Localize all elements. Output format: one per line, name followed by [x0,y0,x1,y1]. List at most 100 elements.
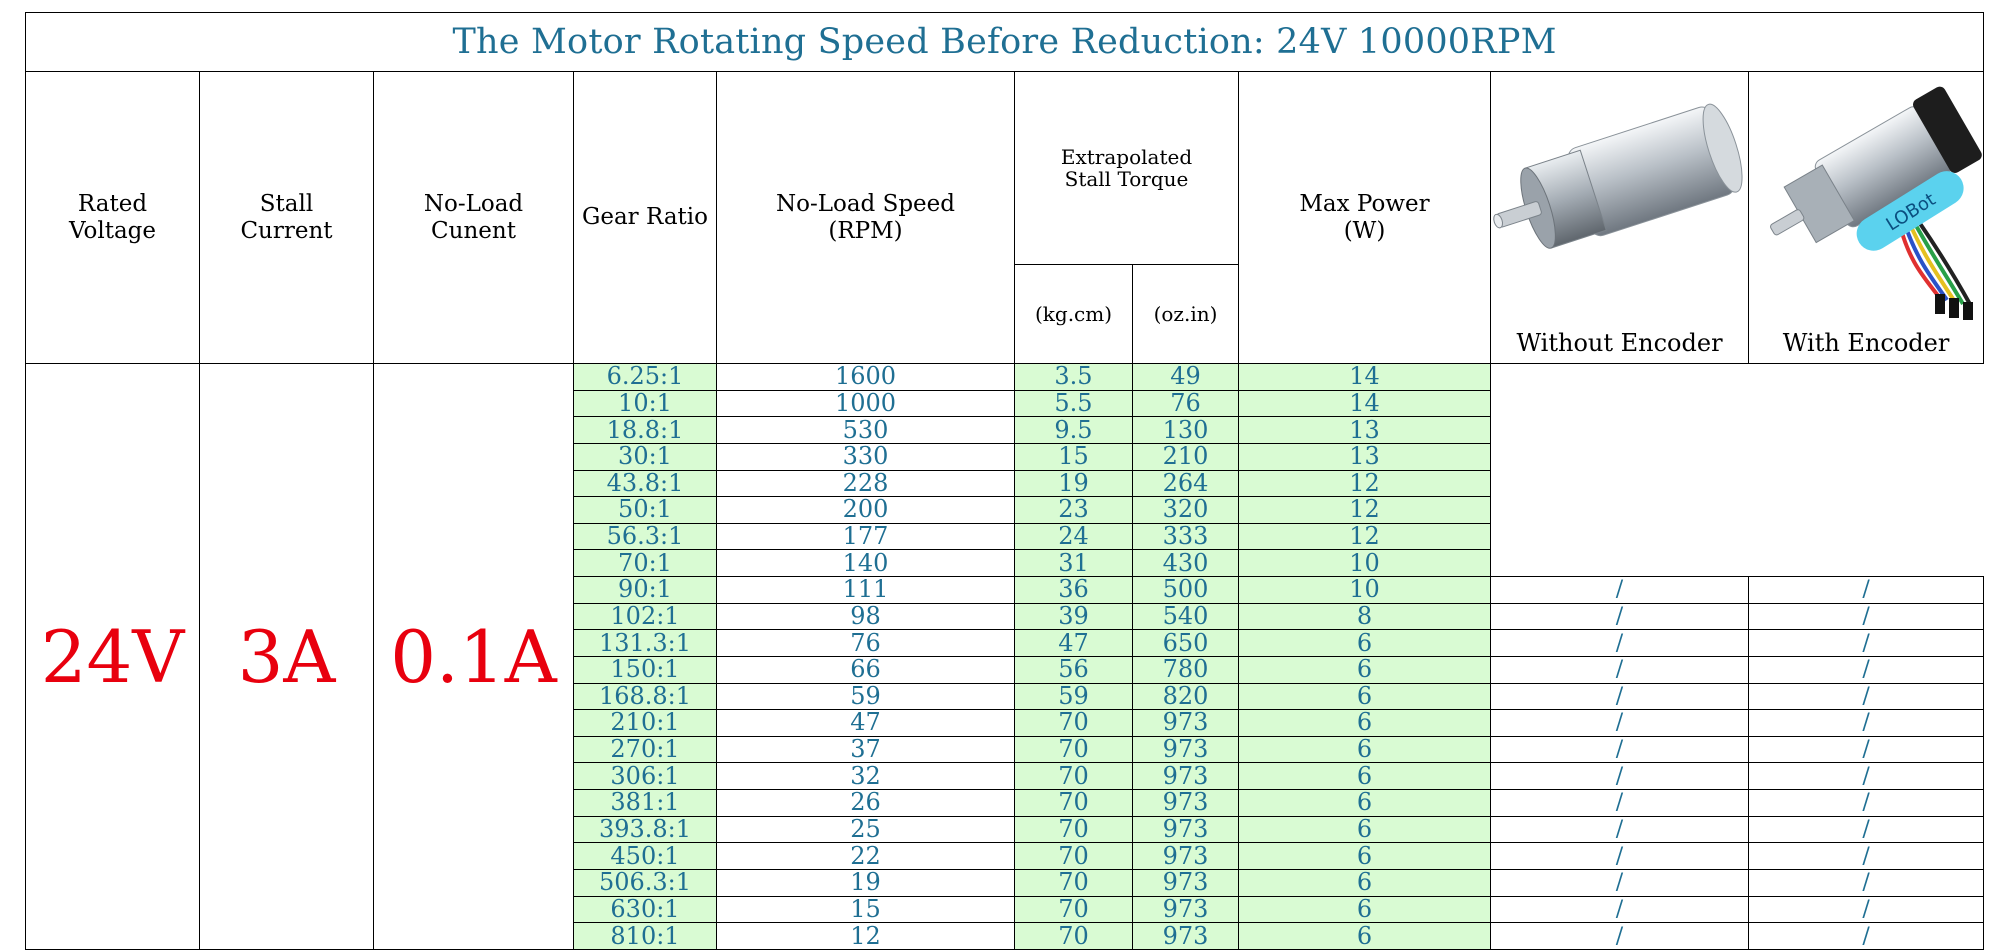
header-torque-ozin: (oz.in) [1132,264,1239,364]
torque-kgcm-cell: 15 [1014,442,1133,471]
no-load-speed-cell: 140 [716,549,1015,577]
torque-kgcm-cell: 9.5 [1014,416,1133,444]
max-power-cell: 6 [1238,762,1491,790]
max-power-cell: 10 [1238,576,1491,604]
without-encoder-cell: / [1490,762,1749,790]
torque-kgcm-cell: 70 [1014,709,1133,737]
torque-ozin-cell: 973 [1132,842,1239,870]
torque-kgcm-cell: 70 [1014,842,1133,870]
torque-kgcm-cell: 70 [1014,815,1133,844]
torque-kgcm-cell: 3.5 [1014,363,1133,391]
torque-ozin-cell: 320 [1132,496,1239,524]
without-encoder-cell: / [1490,576,1749,604]
torque-ozin-cell: 333 [1132,522,1239,551]
torque-kgcm-cell: 70 [1014,762,1133,790]
max-power-cell: 6 [1238,709,1491,737]
without-encoder-cell: / [1490,789,1749,817]
with-encoder-cell: / [1747,709,1985,737]
torque-ozin-cell: 780 [1132,655,1239,684]
header-stall-torque: Extrapolated Stall Torque [1014,70,1239,266]
torque-ozin-cell: 973 [1132,868,1239,897]
torque-kgcm-cell: 31 [1014,549,1133,577]
gear-ratio-cell: 30:1 [573,442,717,471]
gear-ratio-cell: 102:1 [573,602,717,631]
table-row: 131.3:1 76 47 650 6// [26,629,1985,657]
torque-ozin-cell: 210 [1132,442,1239,471]
no-load-speed-cell: 19 [716,868,1015,897]
torque-kgcm-cell: 23 [1014,496,1133,524]
table-row: 102:1 98 39 540 8// [26,602,1985,631]
without-encoder-cell: / [1490,868,1749,897]
torque-kgcm-cell: 47 [1014,629,1133,657]
no-load-speed-cell: 330 [716,442,1015,471]
no-load-speed-cell: 25 [716,815,1015,844]
max-power-cell: 13 [1238,442,1491,471]
torque-kgcm-cell: 24 [1014,522,1133,551]
torque-kgcm-cell: 5.5 [1014,389,1133,418]
with-encoder-cell: / [1747,655,1985,684]
gear-ratio-cell: 450:1 [573,842,717,870]
torque-ozin-cell: 820 [1132,682,1239,711]
with-encoder-cell: / [1747,762,1985,790]
without-encoder-label: Without Encoder [1516,329,1723,357]
gear-ratio-cell: 18.8:1 [573,416,717,444]
gear-ratio-cell: 43.8:1 [573,469,717,498]
with-encoder-cell: / [1747,735,1985,764]
torque-ozin-cell: 130 [1132,416,1239,444]
torque-ozin-cell: 500 [1132,576,1239,604]
torque-kgcm-cell: 36 [1014,576,1133,604]
without-encoder-cell: / [1490,655,1749,684]
with-encoder-cell: / [1747,815,1985,844]
header-max-power: Max Power (W) [1238,71,1491,364]
with-encoder-cell: / [1747,602,1985,631]
header-torque-kgcm: (kg.cm) [1014,264,1133,364]
gear-ratio-cell: 270:1 [573,735,717,764]
no-load-current-value: 0.1A [373,363,574,950]
gear-ratio-cell: 56.3:1 [573,522,717,551]
no-load-speed-cell: 1000 [716,389,1015,418]
max-power-cell: 6 [1238,655,1491,684]
motor-with-encoder-icon: LOBot [1770,86,1982,320]
with-encoder-cell: / [1747,789,1985,817]
torque-kgcm-cell: 56 [1014,655,1133,684]
no-load-speed-cell: 1600 [716,363,1015,391]
without-encoder-cell: / [1490,682,1749,711]
gear-ratio-cell: 10:1 [573,389,717,418]
torque-ozin-cell: 264 [1132,469,1239,498]
no-load-speed-cell: 98 [716,602,1015,631]
table-row: 43.8:1 228 19 264 12 [26,469,1984,498]
torque-kgcm-cell: 70 [1014,789,1133,817]
no-load-speed-cell: 177 [716,522,1015,551]
gear-ratio-cell: 6.25:1 [573,363,717,391]
no-load-speed-cell: 111 [716,576,1015,604]
stall-current-value: 3A [199,363,374,950]
spec-table: The Motor Rotating Speed Before Reductio… [24,12,1985,950]
torque-ozin-cell: 973 [1132,895,1239,924]
no-load-speed-cell: 530 [716,416,1015,444]
with-encoder-cell: / [1747,922,1985,950]
without-encoder-cell: / [1490,922,1749,950]
max-power-cell: 6 [1238,895,1491,924]
with-encoder-cell: / [1747,682,1985,711]
torque-kgcm-cell: 59 [1014,682,1133,711]
gear-ratio-cell: 168.8:1 [573,682,717,711]
no-load-speed-cell: 32 [716,762,1015,790]
max-power-cell: 6 [1238,682,1491,711]
header-gear-ratio: Gear Ratio [573,71,717,364]
max-power-cell: 14 [1238,389,1491,418]
header-stall-current: Stall Current [199,71,374,364]
max-power-cell: 12 [1238,469,1491,498]
without-encoder-cell: / [1490,709,1749,737]
gear-ratio-cell: 506.3:1 [573,868,717,897]
torque-kgcm-cell: 70 [1014,922,1133,950]
table-row: 24V 3A 0.1A 6.25:1 1600 3.5 49 14 [25,363,1984,950]
max-power-cell: 14 [1238,363,1491,391]
torque-ozin-cell: 973 [1132,735,1239,764]
table-title: The Motor Rotating Speed Before Reductio… [24,12,1985,72]
no-load-speed-cell: 22 [716,842,1015,870]
table-row: 150:1 66 56 780 6// [26,655,1985,684]
torque-ozin-cell: 430 [1132,549,1239,577]
no-load-speed-cell: 66 [716,655,1015,684]
max-power-cell: 6 [1238,922,1491,950]
without-encoder-cell: / [1490,735,1749,764]
